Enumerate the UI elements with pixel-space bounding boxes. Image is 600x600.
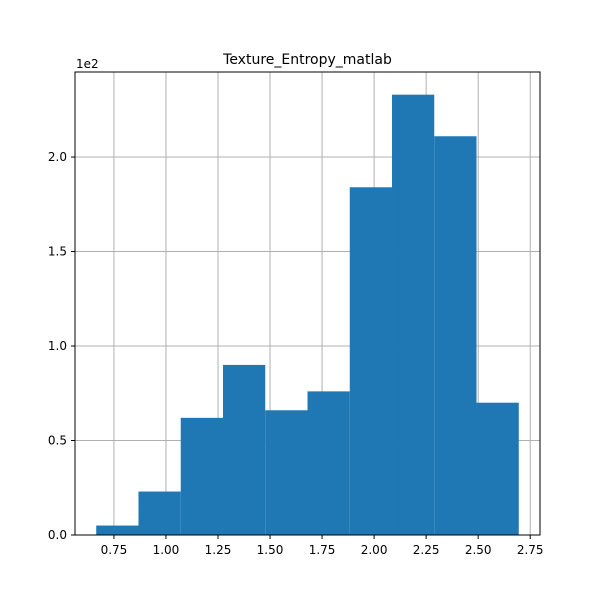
histogram-bar-7 bbox=[392, 94, 435, 535]
histogram-bar-1 bbox=[138, 491, 181, 535]
x-tick-label-8: 2.75 bbox=[517, 543, 544, 557]
plot-area-frame bbox=[74, 71, 541, 536]
histogram-bar-4 bbox=[265, 410, 308, 535]
x-tick-label-3: 1.50 bbox=[257, 543, 284, 557]
y-tick-label-2: 1.0 bbox=[48, 339, 67, 353]
x-tick-label-1: 1.00 bbox=[153, 543, 180, 557]
histogram-bar-8 bbox=[434, 136, 477, 536]
x-tick-label-5: 2.00 bbox=[361, 543, 388, 557]
histogram-bars bbox=[96, 94, 519, 536]
x-axis: 0.75 1.00 1.25 1.50 1.75 2.00 2.25 2.50 2.75 bbox=[101, 535, 544, 557]
y-axis: 0.0 0.5 1.0 1.5 2.0 bbox=[48, 150, 75, 542]
x-tick-label-0: 0.75 bbox=[101, 543, 128, 557]
y-tick-label-0: 0.0 bbox=[48, 528, 67, 542]
y-tick-label-3: 1.5 bbox=[48, 245, 67, 259]
histogram-bar-3 bbox=[222, 364, 266, 535]
histogram-bar-2 bbox=[180, 417, 223, 535]
x-tick-label-2: 1.25 bbox=[205, 543, 232, 557]
x-tick-label-4: 1.75 bbox=[309, 543, 336, 557]
y-tick-label-1: 0.5 bbox=[48, 434, 67, 448]
chart-title: Texture_Entropy_matlab bbox=[222, 52, 392, 68]
histogram-bar-6 bbox=[349, 187, 393, 535]
histogram-bar-0 bbox=[96, 525, 139, 535]
histogram-bar-5 bbox=[307, 391, 350, 535]
y-offset-label: 1e2 bbox=[76, 57, 99, 71]
x-tick-label-6: 2.25 bbox=[413, 543, 440, 557]
x-tick-label-7: 2.50 bbox=[465, 543, 492, 557]
histogram-bar-9 bbox=[476, 402, 519, 535]
y-tick-label-4: 2.0 bbox=[48, 150, 67, 164]
